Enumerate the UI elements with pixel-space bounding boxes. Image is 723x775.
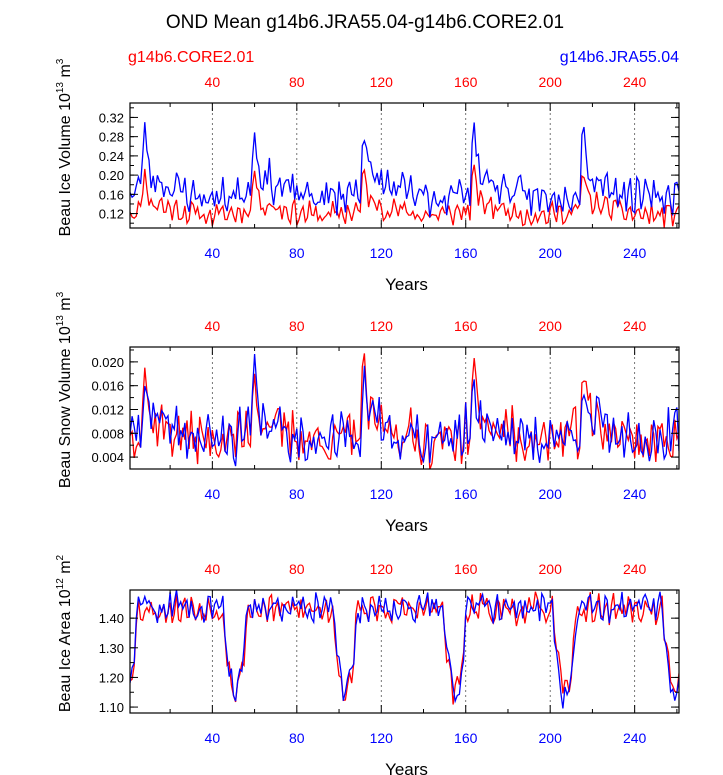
plot-frame [129,589,680,714]
y-tick-label: 0.20 [99,168,124,183]
x-tick-label-bottom: 40 [205,730,221,746]
series-line-core2 [130,164,679,228]
y-tick-label: 0.016 [91,379,124,394]
x-axis-title: Years [385,760,428,775]
legend-core2: g14b6.CORE2.01 [128,49,254,66]
panel-ice-area: 1.10 1.20 1.30 1.40 40 40 80 80 120 120 160 160 200 2… [55,554,680,775]
series-line-jra55 [130,353,679,467]
panel-ice-volume: 0.12 0.16 0.20 0.24 0.28 0.32 40 40 80 80 120 120 16… [55,58,680,294]
x-axis-title: Years [385,275,428,294]
y-tick-label: 0.32 [99,110,124,125]
y-axis-title: Beau Ice Volume 1013 m3 [55,58,74,236]
x-tick-label-top: 40 [205,74,221,90]
x-tick-label-top: 200 [539,318,563,334]
x-tick-label-top: 120 [370,74,394,90]
panel-snow-volume: 0.004 0.008 0.012 0.016 0.020 40 40 80 80 120 120 1… [55,291,680,535]
chart-panels: 0.12 0.16 0.20 0.24 0.28 0.32 40 40 80 80 120 120 16… [55,58,680,775]
y-tick-label: 0.008 [91,426,124,441]
x-tick-label-bottom: 120 [370,730,394,746]
x-tick-label-top: 120 [370,561,394,577]
x-tick-label-bottom: 200 [539,730,563,746]
x-tick-label-top: 200 [539,561,563,577]
x-tick-label-top: 80 [289,318,305,334]
x-tick-label-top: 240 [623,318,647,334]
x-tick-label-top: 40 [205,561,221,577]
x-tick-label-top: 160 [454,318,478,334]
y-axis-title: Beau Ice Area 1012 m2 [55,554,74,712]
x-tick-label-top: 80 [289,74,305,90]
x-tick-label-top: 160 [454,561,478,577]
y-tick-label: 1.20 [99,670,124,685]
x-tick-label-bottom: 80 [289,486,305,502]
x-tick-label-bottom: 40 [205,245,221,261]
x-tick-label-top: 240 [623,561,647,577]
x-tick-label-bottom: 240 [623,486,647,502]
legend-jra55: g14b6.JRA55.04 [560,49,679,66]
x-tick-label-bottom: 160 [454,486,478,502]
x-tick-label-bottom: 80 [289,245,305,261]
x-tick-label-bottom: 120 [370,245,394,261]
x-tick-label-bottom: 240 [623,730,647,746]
series-line-core2 [130,591,679,705]
x-tick-label-bottom: 120 [370,486,394,502]
y-tick-label: 0.24 [99,149,124,164]
x-tick-label-bottom: 40 [205,486,221,502]
y-axis-title: Beau Snow Volume 1013 m3 [55,291,74,488]
x-tick-label-top: 40 [205,318,221,334]
y-tick-label: 0.16 [99,187,124,202]
x-tick-label-bottom: 200 [539,245,563,261]
x-tick-label-bottom: 160 [454,730,478,746]
y-tick-label: 0.012 [91,402,124,417]
x-tick-label-top: 80 [289,561,305,577]
series-line-jra55 [130,590,679,709]
series-line-jra55 [130,122,679,218]
x-tick-label-bottom: 160 [454,245,478,261]
plot-frame [129,346,680,470]
x-tick-label-bottom: 240 [623,245,647,261]
x-tick-label-top: 240 [623,74,647,90]
x-tick-label-top: 200 [539,74,563,90]
y-tick-label: 0.004 [91,450,124,465]
x-tick-label-bottom: 80 [289,730,305,746]
y-tick-label: 0.28 [99,130,124,145]
y-tick-label: 1.30 [99,641,124,656]
x-tick-label-top: 160 [454,74,478,90]
y-tick-label: 1.10 [99,700,124,715]
x-tick-label-top: 120 [370,318,394,334]
chart-title: OND Mean g14b6.JRA55.04-g14b6.CORE2.01 [166,12,564,33]
y-tick-label: 1.40 [99,611,124,626]
y-tick-label: 0.020 [91,355,124,370]
y-tick-label: 0.12 [99,207,124,222]
x-axis-title: Years [385,516,428,535]
x-tick-label-bottom: 200 [539,486,563,502]
